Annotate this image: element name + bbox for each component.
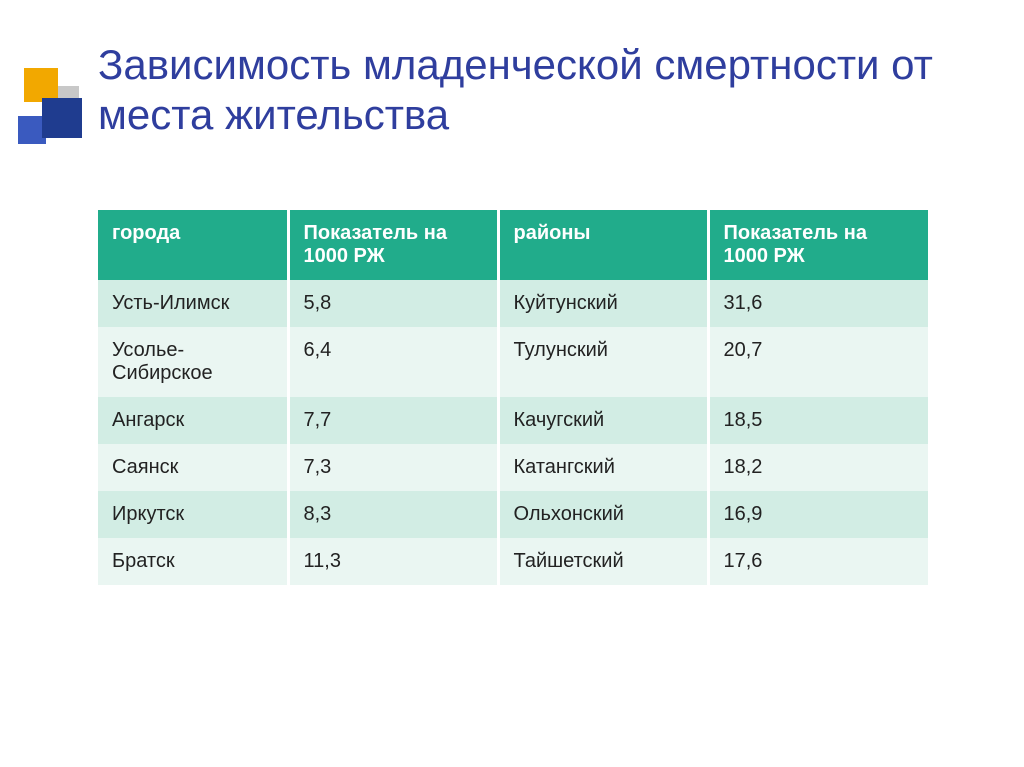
- deco-square-blue-dark: [42, 98, 82, 138]
- table-row: Саянск 7,3 Катангский 18,2: [98, 444, 928, 491]
- mortality-table: города Показатель на 1000 РЖ районы Пока…: [98, 210, 928, 585]
- cell-city-rate: 5,8: [288, 280, 498, 327]
- cell-city-rate: 11,3: [288, 538, 498, 585]
- deco-square-orange: [24, 68, 58, 102]
- cell-district-rate: 18,2: [708, 444, 928, 491]
- cell-district: Катангский: [498, 444, 708, 491]
- cell-city: Усолье-Сибирское: [98, 327, 288, 397]
- cell-city: Братск: [98, 538, 288, 585]
- th-districts: районы: [498, 210, 708, 280]
- corner-decoration: [18, 68, 88, 158]
- cell-district: Куйтунский: [498, 280, 708, 327]
- cell-city: Ангарск: [98, 397, 288, 444]
- cell-district-rate: 31,6: [708, 280, 928, 327]
- cell-district: Тайшетский: [498, 538, 708, 585]
- cell-city: Иркутск: [98, 491, 288, 538]
- cell-district-rate: 17,6: [708, 538, 928, 585]
- cell-district: Тулунский: [498, 327, 708, 397]
- cell-district-rate: 16,9: [708, 491, 928, 538]
- cell-city-rate: 7,3: [288, 444, 498, 491]
- cell-district: Ольхонский: [498, 491, 708, 538]
- table-row: Братск 11,3 Тайшетский 17,6: [98, 538, 928, 585]
- th-city-rate: Показатель на 1000 РЖ: [288, 210, 498, 280]
- cell-city: Саянск: [98, 444, 288, 491]
- cell-city-rate: 6,4: [288, 327, 498, 397]
- cell-city-rate: 8,3: [288, 491, 498, 538]
- table-row: Усолье-Сибирское 6,4 Тулунский 20,7: [98, 327, 928, 397]
- cell-city: Усть-Илимск: [98, 280, 288, 327]
- th-cities: города: [98, 210, 288, 280]
- table-header-row: города Показатель на 1000 РЖ районы Пока…: [98, 210, 928, 280]
- cell-city-rate: 7,7: [288, 397, 498, 444]
- cell-district-rate: 18,5: [708, 397, 928, 444]
- table-row: Усть-Илимск 5,8 Куйтунский 31,6: [98, 280, 928, 327]
- cell-district: Качугский: [498, 397, 708, 444]
- cell-district-rate: 20,7: [708, 327, 928, 397]
- th-district-rate: Показатель на 1000 РЖ: [708, 210, 928, 280]
- table-row: Иркутск 8,3 Ольхонский 16,9: [98, 491, 928, 538]
- table-row: Ангарск 7,7 Качугский 18,5: [98, 397, 928, 444]
- slide-title: Зависимость младенческой смертности от м…: [98, 40, 968, 141]
